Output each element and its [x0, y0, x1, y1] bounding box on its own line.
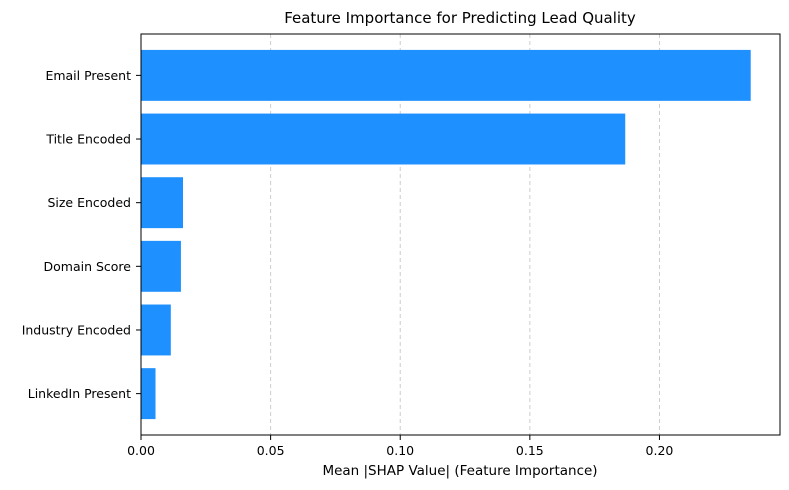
- x-tick-label: 0.10: [386, 443, 414, 458]
- bars: [141, 49, 751, 420]
- y-tick-label: Title Encoded: [45, 132, 131, 147]
- plot-frame: [140, 33, 781, 436]
- bar: [141, 113, 626, 165]
- x-tick-label: 0.20: [646, 443, 674, 458]
- chart-title: Feature Importance for Predicting Lead Q…: [284, 9, 636, 27]
- bar: [141, 49, 751, 101]
- y-tick-label: Industry Encoded: [22, 322, 131, 337]
- x-axis-title: Mean |SHAP Value| (Feature Importance): [322, 463, 597, 479]
- y-tick-label: LinkedIn Present: [28, 386, 131, 401]
- bar: [141, 304, 171, 356]
- x-axis: 0.00 0.05 0.10 0.15 0.20: [127, 435, 673, 458]
- bar: [141, 368, 156, 420]
- bar: [141, 240, 181, 292]
- x-tick-label: 0.05: [257, 443, 285, 458]
- bar: [141, 177, 183, 229]
- x-tick-label: 0.00: [127, 443, 155, 458]
- y-tick-label: Domain Score: [44, 259, 132, 274]
- y-tick-label: Email Present: [45, 68, 131, 83]
- y-axis: Email Present Title Encoded Size Encoded Do…: [22, 68, 141, 401]
- y-tick-label: Size Encoded: [47, 195, 131, 210]
- x-tick-label: 0.15: [516, 443, 544, 458]
